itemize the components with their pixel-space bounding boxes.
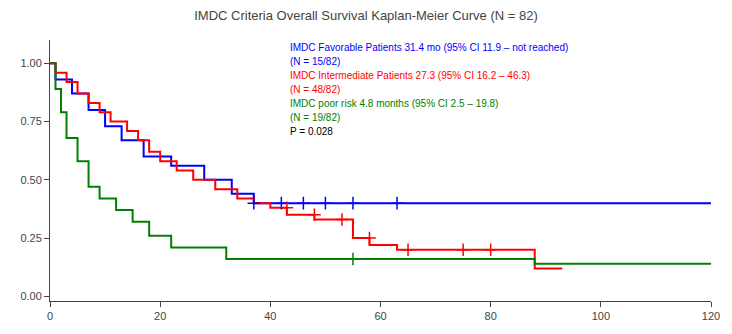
svg-text:80: 80: [485, 310, 497, 322]
svg-text:40: 40: [264, 310, 276, 322]
svg-text:IMDC poor risk 4.8 months (95%: IMDC poor risk 4.8 months (95% CI 2.5 – …: [290, 98, 498, 109]
svg-text:20: 20: [154, 310, 166, 322]
svg-text:100: 100: [592, 310, 610, 322]
svg-text:IMDC Criteria Overall Survival: IMDC Criteria Overall Survival Kaplan-Me…: [194, 8, 538, 23]
svg-text:0.25: 0.25: [20, 232, 41, 244]
svg-text:P = 0.028: P = 0.028: [290, 126, 333, 137]
svg-text:IMDC Intermediate Patients 27.: IMDC Intermediate Patients 27.3 (95% CI …: [290, 70, 530, 81]
svg-text:0: 0: [47, 310, 53, 322]
svg-text:0.75: 0.75: [20, 115, 41, 127]
svg-text:(N = 48/82): (N = 48/82): [290, 84, 340, 95]
svg-text:IMDC Favorable Patients 31.4 m: IMDC Favorable Patients 31.4 mo (95% CI …: [290, 42, 568, 53]
svg-text:60: 60: [374, 310, 386, 322]
svg-text:120: 120: [702, 310, 720, 322]
svg-text:(N = 19/82): (N = 19/82): [290, 112, 340, 123]
svg-text:(N = 15/82): (N = 15/82): [290, 56, 340, 67]
svg-text:1.00: 1.00: [20, 57, 41, 69]
svg-text:0.00: 0.00: [20, 290, 41, 302]
svg-text:0.50: 0.50: [20, 174, 41, 186]
